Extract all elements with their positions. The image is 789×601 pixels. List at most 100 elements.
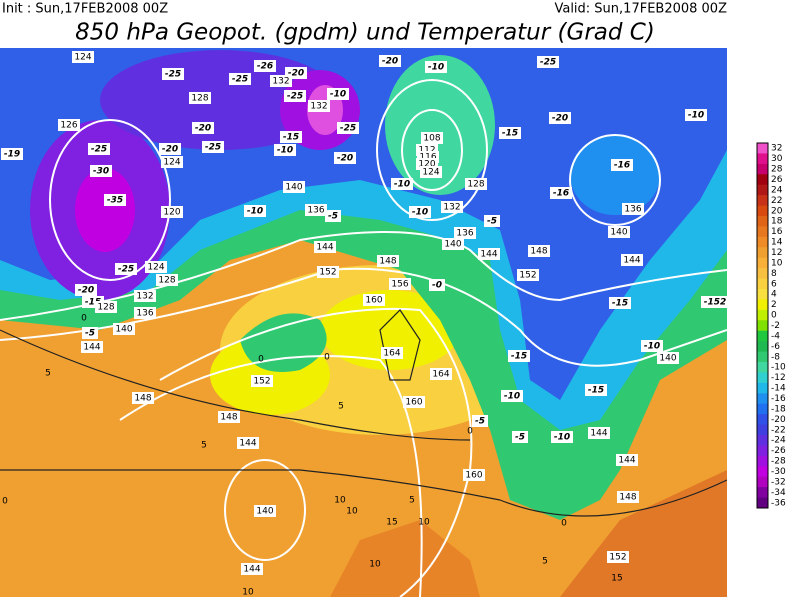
contour-label: -26 — [257, 62, 273, 72]
label-box — [478, 248, 500, 260]
label-box — [192, 122, 214, 134]
colorbar-label: -26 — [771, 446, 786, 456]
label-box — [270, 75, 292, 87]
colorbar-label: -18 — [771, 404, 786, 414]
colorbar-swatch — [757, 372, 768, 384]
contour-label: 0 — [561, 519, 567, 529]
contour-label: -10 — [412, 208, 428, 218]
label-box — [609, 297, 631, 309]
label-box — [465, 178, 487, 190]
contour-label: 0 — [258, 355, 264, 365]
contour-label: 140 — [659, 354, 676, 364]
label-box — [113, 323, 135, 335]
contour-label: -20 — [382, 57, 398, 67]
colorbar-label: 4 — [771, 290, 777, 300]
contour-label: -5 — [475, 417, 485, 427]
contour-label: 148 — [220, 413, 237, 423]
label-box — [251, 375, 273, 387]
colorbar-swatch — [757, 289, 768, 300]
contour-label: 10 — [242, 588, 254, 598]
colorbar-label: -6 — [771, 342, 780, 352]
init-time: Init : Sun,17FEB2008 00Z — [2, 2, 168, 17]
label-box — [88, 143, 110, 155]
contour-label: 144 — [590, 429, 607, 439]
contour-label: 10 — [346, 507, 358, 517]
colorbar-swatch — [757, 455, 768, 467]
label-box — [237, 437, 259, 449]
contour-label: 5 — [201, 441, 207, 451]
label-box — [430, 368, 452, 380]
colorbar-label: 2 — [771, 300, 777, 310]
contour-label: -20 — [78, 286, 94, 296]
label-box — [499, 127, 521, 139]
colorbar-swatch — [757, 309, 768, 321]
colorbar-label: -2 — [771, 321, 780, 331]
colorbar: 32302826242220181614121086420-2-4-6-8-10… — [756, 142, 786, 509]
contour-label: -25 — [205, 143, 221, 153]
contour-label: -25 — [232, 75, 248, 85]
contour-label: 0 — [2, 497, 8, 507]
contour-label: 5 — [409, 496, 415, 506]
label-box — [58, 119, 80, 131]
label-box — [254, 505, 276, 517]
label-box — [161, 156, 183, 168]
colorbar-swatch — [757, 184, 768, 196]
contour-label: -5 — [85, 329, 95, 339]
label-box — [549, 112, 571, 124]
colorbar-swatch — [757, 236, 768, 248]
map-field — [0, 48, 727, 597]
label-box — [611, 159, 633, 171]
colorbar-label: -32 — [771, 477, 786, 487]
contour-label: 152 — [519, 271, 536, 281]
colorbar-label: -4 — [771, 331, 780, 341]
contour-label: -35 — [107, 196, 123, 206]
label-box — [75, 284, 97, 296]
contour-label: 10 — [418, 518, 430, 528]
label-box — [616, 454, 638, 466]
label-box — [442, 238, 464, 250]
contour-label: 15 — [386, 518, 397, 528]
contour-label: -25 — [165, 70, 181, 80]
label-box — [641, 340, 663, 352]
contour-label: 144 — [316, 243, 333, 253]
colorbar-label: -16 — [771, 394, 786, 404]
colorbar-swatch — [757, 382, 768, 394]
contour-label: -15 — [588, 386, 604, 396]
contour-label: -25 — [340, 124, 356, 134]
contour-label: -15 — [612, 299, 628, 309]
label-box — [254, 60, 276, 72]
colorbar-label: 6 — [771, 279, 777, 289]
contour-label: 164 — [432, 370, 449, 380]
colorbar-swatch — [757, 174, 768, 186]
contour-label: -10 — [330, 90, 346, 100]
colorbar-swatch — [757, 163, 768, 175]
colorbar-label: -20 — [771, 415, 786, 425]
label-box — [588, 427, 610, 439]
label-box — [607, 551, 629, 563]
label-box — [189, 92, 211, 104]
colorbar-label: -12 — [771, 373, 786, 383]
label-box — [622, 203, 644, 215]
colorbar-swatch — [757, 268, 768, 280]
colorbar-label: -34 — [771, 488, 786, 498]
label-box — [81, 341, 103, 353]
colorbar-swatch — [757, 445, 768, 457]
contour-label: 112 — [418, 146, 435, 156]
colorbar-label: -30 — [771, 467, 786, 477]
label-box — [159, 143, 181, 155]
contour-label: 144 — [83, 343, 100, 353]
colorbar-swatch — [757, 393, 768, 405]
colorbar-label: 10 — [771, 258, 783, 268]
contour-label: -10 — [428, 63, 444, 73]
label-box — [391, 178, 413, 190]
label-box — [425, 61, 447, 73]
label-box — [389, 278, 411, 290]
contour-label: -10 — [247, 207, 263, 217]
colorbar-label: -24 — [771, 436, 786, 446]
contour-label: 132 — [310, 102, 327, 112]
colorbar-label: -28 — [771, 457, 786, 467]
label-box — [403, 396, 425, 408]
label-box — [280, 131, 302, 143]
contour-label: 160 — [465, 471, 482, 481]
